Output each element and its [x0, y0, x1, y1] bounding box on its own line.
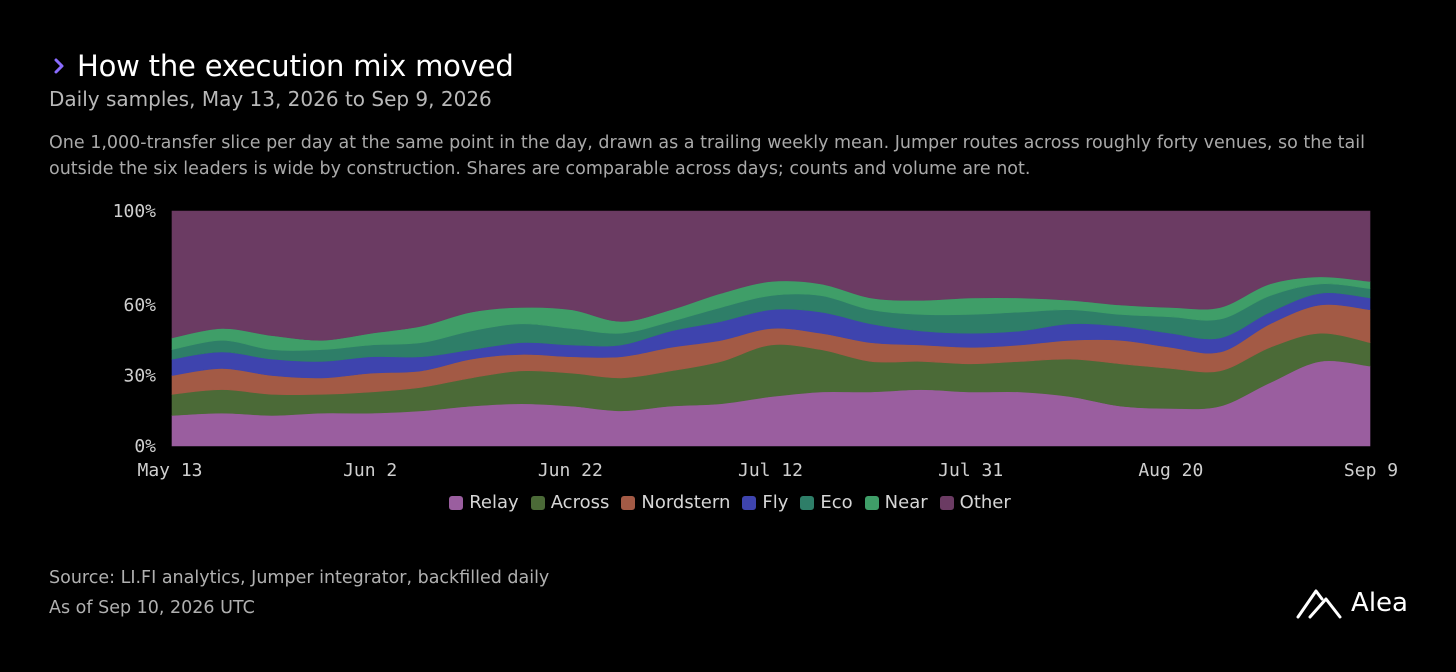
- chart-title: How the execution mix moved: [77, 49, 514, 83]
- as-of-note: As of Sep 10, 2026 UTC: [49, 598, 255, 618]
- y-axis-ticks: 0% 30% 60% 100%: [113, 201, 157, 457]
- legend-item-near: Near: [864, 492, 928, 513]
- legend-item-eco: Eco: [800, 492, 853, 513]
- x-tick-label: Jun 22: [538, 460, 603, 481]
- x-tick-label: Jun 2: [343, 460, 397, 481]
- stacked-area-chart: 0% 30% 60% 100% May 13 Jun 2 Jun 22 Jul 12 Jul …: [113, 201, 1398, 481]
- legend-label: Eco: [820, 492, 853, 513]
- x-tick-label: Jul 12: [738, 460, 803, 481]
- chart-legend: Relay Across Nordstern Fly Eco Near Other: [0, 492, 1456, 513]
- legend-item-fly: Fly: [742, 492, 788, 513]
- legend-swatch: [530, 495, 545, 510]
- y-tick-label: 0%: [134, 436, 156, 457]
- legend-swatch: [800, 495, 815, 510]
- brand-name: Alea: [1351, 588, 1408, 618]
- legend-item-across: Across: [530, 492, 610, 513]
- legend-swatch: [939, 495, 954, 510]
- footer: Source: LI.FI analytics, Jumper integrat…: [49, 563, 549, 623]
- chevron-right-icon: [54, 58, 64, 74]
- area-other: [171, 210, 1371, 341]
- legend-label: Near: [884, 492, 928, 513]
- legend-label: Fly: [762, 492, 789, 513]
- legend-swatch: [864, 495, 879, 510]
- x-tick-label: Aug 20: [1138, 460, 1203, 481]
- x-tick-label: May 13: [137, 460, 202, 481]
- alea-logo-icon: [1296, 589, 1342, 619]
- chart-subtitle: Daily samples, May 13, 2026 to Sep 9, 20…: [49, 87, 492, 111]
- x-tick-label: Sep 9: [1344, 460, 1398, 481]
- chart-description: One 1,000-transfer slice per day at the …: [49, 133, 1365, 179]
- legend-label: Across: [550, 492, 610, 513]
- series-areas: [171, 210, 1371, 447]
- legend-label: Other: [959, 492, 1011, 513]
- legend-item-relay: Relay: [449, 492, 519, 513]
- legend-swatch: [449, 495, 464, 510]
- legend-label: Nordstern: [641, 492, 731, 513]
- brand-logo: Alea: [1295, 586, 1408, 620]
- y-tick-label: 100%: [113, 201, 157, 222]
- y-tick-label: 60%: [123, 295, 156, 316]
- legend-label: Relay: [469, 492, 519, 513]
- x-axis-ticks: May 13 Jun 2 Jun 22 Jul 12 Jul 31 Aug 20 Sep 9: [137, 460, 1398, 481]
- legend-item-nordstern: Nordstern: [621, 492, 730, 513]
- legend-swatch: [742, 495, 757, 510]
- y-tick-label: 30%: [123, 366, 156, 387]
- title-row: How the execution mix moved: [49, 46, 1429, 86]
- source-note: Source: LI.FI analytics, Jumper integrat…: [49, 568, 550, 588]
- legend-swatch: [621, 495, 636, 510]
- x-tick-label: Jul 31: [938, 460, 1003, 481]
- chart-header: How the execution mix moved Daily sample…: [49, 46, 1429, 111]
- legend-item-other: Other: [939, 492, 1011, 513]
